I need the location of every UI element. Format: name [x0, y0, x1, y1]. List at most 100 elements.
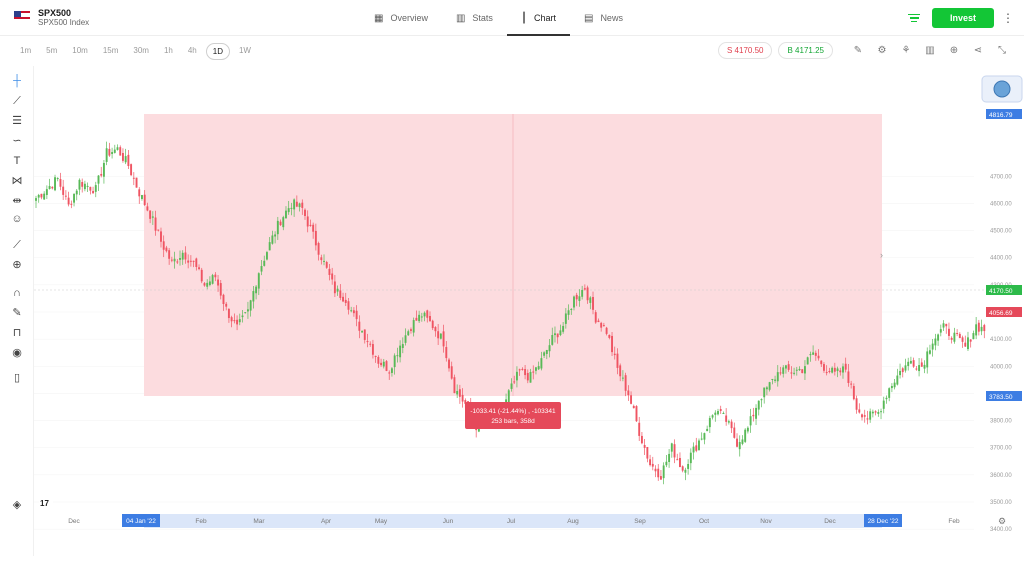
time-tick-label: Jul: [507, 518, 516, 525]
lock-icon[interactable]: ⊓: [12, 327, 22, 339]
trend-line-icon[interactable]: ⟋: [13, 95, 21, 107]
trash-icon[interactable]: ▯: [13, 372, 21, 384]
tab-chart[interactable]: ┃ Chart: [506, 0, 571, 36]
range-handle-icon[interactable]: ›: [880, 250, 883, 260]
time-axis-highlight: [144, 514, 882, 528]
candle-body: [679, 457, 681, 468]
candle-body: [274, 234, 277, 237]
candle-body: [211, 275, 214, 284]
crosshair-icon[interactable]: ┼: [13, 75, 21, 87]
buy-price-button[interactable]: B 4171.25: [778, 42, 833, 59]
candle-body: [698, 440, 700, 450]
sell-price-button[interactable]: S 4170.50: [718, 42, 773, 59]
candle-body: [564, 313, 567, 324]
candle-body: [646, 446, 649, 459]
candle-body: [143, 194, 146, 206]
tab-overview[interactable]: ▦ Overview: [360, 0, 442, 36]
eye-icon[interactable]: ◉: [12, 347, 22, 359]
candlestick-icon: ┃: [520, 12, 527, 24]
timeframe-1d[interactable]: 1D: [205, 43, 230, 60]
ruler-icon[interactable]: ⟋: [13, 239, 21, 251]
timeframe-5m[interactable]: 5m: [46, 46, 58, 55]
candle-body: [374, 355, 377, 357]
candle-body: [684, 469, 687, 473]
timeframe-15m[interactable]: 15m: [102, 46, 119, 55]
candle-body: [350, 310, 353, 312]
time-tick-label: Feb: [195, 518, 207, 525]
timeframe-1w[interactable]: 1W: [238, 46, 251, 55]
horizontal-lines-icon[interactable]: ☰: [12, 115, 22, 127]
candle-body: [200, 269, 203, 282]
timeframe-1m[interactable]: 1m: [20, 46, 32, 55]
candle-body: [958, 333, 961, 339]
zoom-in-icon[interactable]: ⊕: [12, 259, 22, 271]
candle-body: [295, 201, 298, 207]
timeframe-30m[interactable]: 30m: [133, 46, 149, 55]
tab-news[interactable]: ▤ News: [570, 0, 637, 36]
candle-body: [828, 370, 831, 372]
candle-body: [532, 371, 535, 373]
candle-body: [630, 395, 633, 404]
candle-body: [562, 325, 565, 332]
candle-body: [219, 283, 222, 296]
candle-body: [844, 363, 847, 370]
tab-stats[interactable]: ▥ Stats: [442, 0, 507, 36]
add-icon[interactable]: ⊕: [949, 45, 959, 56]
candle-body: [540, 358, 543, 369]
candle-body: [121, 152, 124, 161]
layers-icon[interactable]: ◈: [12, 499, 22, 511]
candle-body: [78, 179, 81, 190]
candle-body: [89, 186, 92, 191]
invest-button[interactable]: Invest: [932, 8, 994, 28]
price-chart[interactable]: › -1033.41 (-21.44%) , -103341 253 bars,…: [34, 66, 1024, 556]
candle-body: [583, 288, 586, 290]
timeframe-10m[interactable]: 10m: [72, 46, 88, 55]
price-tick-label: 3400.00: [990, 527, 1012, 533]
watchlist-icon[interactable]: [904, 8, 924, 28]
text-tool-icon[interactable]: T: [13, 155, 21, 167]
candle-body: [355, 310, 358, 320]
measure-range-icon[interactable]: ⇹: [12, 195, 22, 207]
candle-body: [282, 217, 285, 228]
more-options-icon[interactable]: ⋮: [1002, 11, 1014, 25]
time-label-end: 28 Dec '22: [864, 514, 902, 527]
axis-settings-icon[interactable]: ⚙: [998, 516, 1006, 526]
candle-body: [390, 368, 393, 373]
compare-icon[interactable]: ⚘: [901, 45, 911, 56]
candle-body: [703, 433, 706, 440]
candle-body: [298, 203, 301, 208]
candle-body: [717, 411, 719, 415]
candle-body: [692, 446, 695, 453]
candle-body: [306, 216, 309, 227]
candle-body: [456, 390, 459, 395]
timeframe-4h[interactable]: 4h: [187, 46, 197, 55]
candle-body: [132, 177, 135, 179]
candle-body: [803, 366, 806, 374]
pencil-icon[interactable]: ✎: [853, 45, 863, 56]
candle-body: [162, 241, 165, 250]
candlestick-chart[interactable]: › -1033.41 (-21.44%) , -103341 253 bars,…: [34, 66, 1024, 556]
candle-body: [293, 199, 296, 210]
collapse-icon[interactable]: ⤡: [998, 45, 1006, 56]
candle-body: [931, 343, 934, 350]
price-tick-label: 4500.00: [990, 229, 1012, 235]
price-label-current: 4170.50: [986, 285, 1022, 295]
magnet-icon[interactable]: ∩: [13, 287, 21, 299]
candle-body: [100, 173, 103, 176]
candle-body: [48, 186, 51, 189]
candle-body: [578, 296, 581, 301]
candle-body: [882, 400, 885, 409]
brush-icon[interactable]: ∽: [12, 135, 22, 147]
share-icon[interactable]: ⋖: [973, 45, 983, 56]
timeframe-1h[interactable]: 1h: [163, 46, 173, 55]
gear-icon[interactable]: ⚙: [877, 45, 887, 56]
candle-body: [434, 327, 437, 332]
candle-body: [928, 350, 931, 354]
candle-body: [157, 229, 160, 231]
pattern-icon[interactable]: ⋈: [11, 175, 23, 187]
indicators-icon[interactable]: ▥: [925, 45, 935, 56]
lock-drawing-icon[interactable]: ✎: [12, 307, 22, 319]
candle-body: [820, 360, 823, 365]
candle-body: [361, 331, 364, 333]
emoji-icon[interactable]: ☺: [11, 213, 23, 225]
